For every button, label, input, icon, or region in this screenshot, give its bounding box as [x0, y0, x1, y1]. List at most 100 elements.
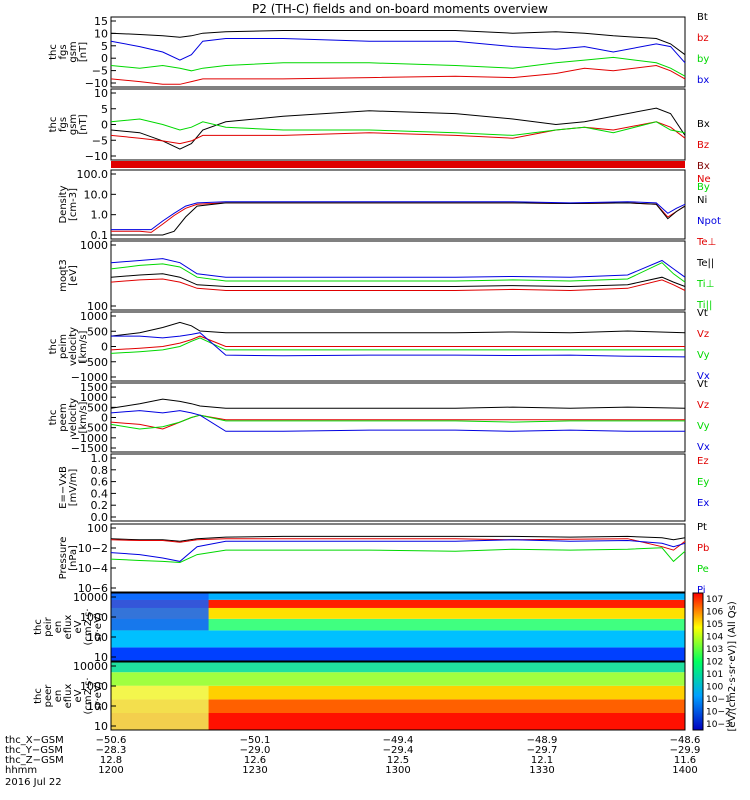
legend-entry: Vx	[697, 371, 710, 382]
y-axis-label-line: fgs	[58, 117, 69, 132]
y-axis-label-line: eV	[73, 689, 84, 702]
y-tick-label: 100	[87, 700, 108, 713]
legend-entry: Te||	[696, 258, 714, 269]
colorbar-tick-label: 103	[706, 645, 723, 655]
panel-frame	[110, 523, 686, 593]
legend-entry: Pb	[697, 543, 709, 554]
series-line-Te||	[110, 273, 686, 288]
y-tick-label: 0	[101, 412, 108, 425]
y-axis-label: thc peer en eflux eV (cm2·s· sr·eV)	[33, 677, 104, 714]
x-tick-label: −50.1	[240, 735, 271, 746]
y-tick-label: 15	[94, 15, 108, 28]
y-tick-label: 100	[87, 522, 108, 535]
panel-3: 100.0 10.0 1.0 0.1 Density [cm-3] Ne Ni Npot	[58, 168, 721, 242]
y-axis-label-line: eV	[73, 620, 84, 633]
x-row-label: thc_Y−GSM	[5, 745, 63, 756]
y-axis-label-line: thc	[33, 619, 44, 635]
y-axis-label-line: thc	[48, 44, 59, 60]
y-tick-label: −5	[92, 65, 108, 78]
spectro-band	[111, 599, 685, 608]
y-tick-label: 1000	[80, 310, 108, 323]
y-tick-label: 1000	[80, 239, 108, 252]
panel-frame	[110, 592, 686, 662]
series-line-Vx	[111, 332, 686, 358]
y-tick-label: −1000	[71, 371, 108, 384]
series-line-Ne	[111, 202, 686, 233]
y-tick-label: 0.6	[91, 476, 109, 489]
y-axis-label-line: peer	[43, 684, 54, 708]
y-axis-label-line: eflux	[63, 615, 74, 640]
legend-entry: by	[697, 54, 709, 65]
legend-entry: Ni	[697, 195, 707, 206]
y-tick-label: −5	[92, 134, 108, 147]
legend-entry: bx	[697, 75, 709, 86]
panel-7: 1.00.80.60.40.20.0 E=−VxB [mV/m] Ez Ey Ex	[58, 452, 709, 524]
x-tick-label: 12.5	[387, 755, 409, 766]
y-axis-label-line: Pressure	[58, 537, 69, 580]
series-line-Bz	[110, 121, 686, 145]
x-tick-label: −49.4	[383, 735, 414, 746]
series-line-Ni	[111, 202, 686, 236]
y-tick-label: 10	[94, 651, 108, 664]
panel-5: 1000 500 0 −500 −1000 thc peim velocity [km/s] Vt…	[48, 308, 710, 384]
y-tick-label: 0	[101, 341, 108, 354]
colorbar-tick-label: 105	[706, 620, 723, 630]
y-axis-label-line: peem	[58, 403, 69, 431]
spectro-band	[111, 593, 209, 631]
panel-4: 1000 100 moqt3 [eV] Te⊥ Te|| Ti⊥ Ti||	[58, 237, 716, 313]
series-line-Bx	[110, 107, 686, 150]
y-axis-label-line: velocity	[68, 327, 79, 366]
y-tick-label: −1000	[71, 432, 108, 445]
y-axis-label-line: en	[53, 690, 64, 703]
legend-entry: Vt	[697, 308, 708, 319]
y-axis-label-line: [mV/m]	[68, 469, 79, 507]
y-tick-label: 10−2	[78, 542, 108, 555]
panel-10: 10000 1000 100 10 thc peer en eflux eV (cm2·s· sr·…	[33, 660, 686, 733]
y-tick-label: −500	[78, 422, 108, 435]
colorbar-tick-label: 10−2	[706, 708, 731, 718]
legend-entry: Ez	[697, 456, 709, 467]
series-line-Vy	[110, 337, 685, 354]
series-line-Pi	[110, 539, 686, 562]
y-axis-label-line: thc	[48, 410, 59, 426]
colorbar-tick-label: 107	[706, 595, 723, 605]
y-tick-label: 10000	[73, 660, 108, 673]
y-axis-label-line: eflux	[63, 684, 74, 709]
x-tick-label: 12.8	[100, 755, 122, 766]
y-tick-label: −500	[78, 356, 108, 369]
y-tick-label: −10	[85, 150, 108, 163]
colorbar-tick-label: 10−1	[706, 695, 731, 705]
series-line-Vz	[110, 335, 685, 351]
y-tick-label: 0.8	[91, 464, 109, 477]
y-axis-label: thc fgs gsm [nT]	[48, 114, 89, 135]
legend-entry: By	[697, 182, 710, 193]
y-axis-label-line: thc	[33, 688, 44, 704]
y-tick-label: 1.0	[91, 452, 109, 465]
x-tick-label: 1400	[672, 765, 697, 776]
y-axis-label: thc peim velocity [km/s]	[48, 327, 89, 366]
y-axis-label-line: fgs	[58, 44, 69, 59]
date-label: 2016 Jul 22	[5, 777, 62, 788]
series-line-Npot	[111, 201, 686, 231]
y-tick-label: 10	[94, 27, 108, 40]
series-line-Vz	[110, 414, 685, 430]
x-tick-label: −48.6	[670, 735, 701, 746]
y-tick-label: 0	[101, 119, 108, 132]
y-axis-label-line: [km/s]	[78, 330, 89, 362]
y-axis-label-line: peim	[58, 334, 69, 359]
y-tick-label: 0.2	[91, 499, 109, 512]
y-tick-label: 10.0	[84, 188, 109, 201]
colorbar-tick-label: 10−3	[706, 720, 731, 730]
spectro-band	[111, 685, 209, 730]
y-tick-label: 100	[87, 300, 108, 313]
y-tick-label: 1000	[80, 680, 108, 693]
flag-bar	[111, 161, 685, 168]
y-axis-label-line: sr·eV)	[93, 612, 104, 641]
colorbar-label: [eV/(cm2·s·sr·eV)] (All Qs)	[727, 601, 738, 731]
x-row-label: thc_X−GSM	[5, 735, 64, 746]
y-axis-label-line: [nT]	[78, 114, 89, 134]
colorbar-tick-label: 102	[706, 658, 723, 668]
legend-entry: Npot	[697, 216, 721, 227]
